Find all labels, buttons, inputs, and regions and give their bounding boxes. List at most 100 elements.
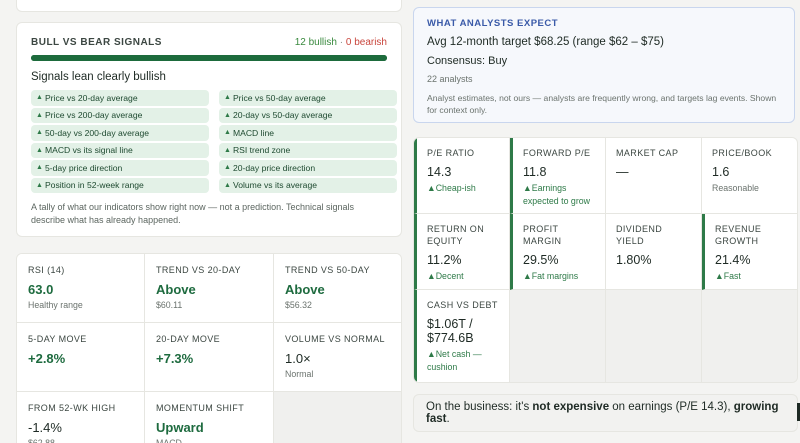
analyst-consensus: Consensus: Buy [427, 55, 508, 67]
signal-chip: ▲ MACD vs its signal line [31, 142, 209, 158]
metric-note: Reasonable [712, 183, 759, 193]
signal-chip: ▲ Volume vs its average [219, 177, 397, 193]
bullish-up-icon: ▲ [36, 181, 43, 189]
metric-label: 20-DAY MOVE [156, 334, 221, 344]
bullish-up-icon: ▲ [224, 181, 231, 189]
signal-chip: ▲ MACD line [219, 125, 397, 141]
signals-summary: Signals lean clearly bullish [31, 71, 166, 83]
metric-note: $62.88 [28, 438, 55, 443]
metric-value: 11.8 [523, 165, 547, 179]
technical-metric: TREND VS 20-DAY Above $60.11 [145, 254, 274, 323]
signal-label: 5-day price direction [44, 162, 123, 173]
metric-note: MACD [156, 438, 182, 443]
metric-label: FORWARD P/E [523, 148, 591, 158]
metric-note: ▲Earnings expected to grow [523, 183, 590, 206]
metric-label: P/E RATIO [427, 148, 475, 158]
signal-label: MACD line [232, 127, 275, 138]
bull-bear-signals-card: BULL VS BEAR SIGNALS 12 bullish · 0 bear… [16, 22, 402, 237]
analyst-target: Avg 12-month target $68.25 (range $62 – … [427, 36, 664, 48]
metric-note: ▲Fast [715, 271, 741, 281]
bullish-up-icon: ▲ [36, 129, 43, 137]
signal-label: Position in 52-week range [44, 180, 144, 191]
metric-market-cap: MARKET CAP — [606, 138, 702, 214]
bullish-up-icon: ▲ [224, 111, 231, 119]
signal-chip: ▲ 50-day vs 200-day average [31, 125, 209, 141]
bull-bear-header: BULL VS BEAR SIGNALS 12 bullish · 0 bear… [31, 37, 387, 48]
metric-label: REVENUE GROWTH [715, 224, 762, 246]
technical-metric: TREND VS 50-DAY Above $56.32 [274, 254, 401, 323]
metric-label: PROFIT MARGIN [523, 224, 562, 246]
metric-value: Above [285, 282, 325, 297]
signal-chip: ▲ RSI trend zone [219, 142, 397, 158]
metric-label: DIVIDEND YIELD [616, 224, 663, 246]
empty-cell [606, 290, 702, 382]
bull-bear-title: BULL VS BEAR SIGNALS [31, 37, 162, 48]
metric-revenue-growth: REVENUE GROWTH 21.4% ▲Fast [702, 214, 797, 290]
metric-label: TREND VS 50-DAY [285, 265, 370, 275]
metric-value: +2.8% [28, 351, 66, 366]
metric-value: Upward [156, 420, 204, 435]
metric-value: 1.0× [285, 351, 311, 366]
previous-card-stub [16, 0, 402, 12]
metric-return-on-equity: RETURN ON EQUITY 11.2% ▲Decent [414, 214, 510, 290]
metric-label: 5-DAY MOVE [28, 334, 87, 344]
scrollbar-thumb[interactable] [797, 403, 800, 421]
signal-label: 20-day price direction [232, 162, 316, 173]
bullish-ratio-fill [31, 55, 387, 61]
signal-list: ▲ Price vs 20-day average ▲ Price vs 50-day… [31, 90, 397, 193]
bullish-count: 12 bullish [294, 37, 337, 48]
signal-label: MACD vs its signal line [44, 145, 133, 156]
bullish-up-icon: ▲ [224, 129, 231, 137]
metric-profit-margin: PROFIT MARGIN 29.5% ▲Fat margins [510, 214, 606, 290]
metric-label: RSI (14) [28, 265, 65, 275]
count-separator: · [339, 37, 344, 48]
bullish-ratio-bar [31, 55, 387, 61]
metric-note: ▲Net cash — cushion [427, 349, 482, 372]
signal-chip: ▲ Price vs 200-day average [31, 107, 209, 123]
metric-value: $1.06T / $774.6B [427, 317, 474, 345]
bullish-up-icon: ▲ [224, 94, 231, 102]
metric-note: ▲Fat margins [523, 271, 579, 281]
metric-value: -1.4% [28, 420, 62, 435]
summary-emphasis-valuation: not expensive [532, 401, 610, 413]
signal-chip: ▲ 20-day price direction [219, 160, 397, 176]
metric-value: 11.2% [427, 253, 462, 267]
metric-cash-vs-debt: CASH VS DEBT $1.06T / $774.6B ▲Net cash … [414, 290, 510, 382]
signal-chip: ▲ Price vs 50-day average [219, 90, 397, 106]
empty-cell [274, 392, 401, 443]
metric-value: 63.0 [28, 282, 54, 297]
summary-prefix: On the business: it's [426, 401, 533, 413]
business-summary: On the business: it's not expensive on e… [413, 394, 798, 432]
bullish-up-icon: ▲ [224, 146, 231, 154]
bullish-up-icon: ▲ [224, 164, 231, 172]
metric-note: $56.32 [285, 300, 312, 310]
analyst-disclaimer: Analyst estimates, not ours — analysts a… [427, 93, 777, 115]
metric-note: ▲Cheap-ish [427, 183, 476, 193]
technical-metric: VOLUME VS NORMAL 1.0× Normal [274, 323, 401, 392]
summary-emphasis-growth: growing fast [426, 401, 779, 425]
metric-note: Normal [285, 369, 314, 379]
metric-note: ▲Decent [427, 271, 464, 281]
bearish-count: 0 bearish [345, 37, 387, 48]
technical-metric: 20-DAY MOVE +7.3% [145, 323, 274, 392]
metric-value: 14.3 [427, 165, 452, 179]
metric-label: MARKET CAP [616, 148, 679, 158]
fundamentals-grid: P/E RATIO 14.3 ▲Cheap-ish FORWARD P/E 11… [413, 137, 798, 383]
metric-value: +7.3% [156, 351, 194, 366]
technical-metric: RSI (14) 63.0 Healthy range [17, 254, 145, 323]
empty-cell [702, 290, 797, 382]
signal-chip: ▲ 20-day vs 50-day average [219, 107, 397, 123]
signal-chip: ▲ 5-day price direction [31, 160, 209, 176]
bull-bear-count: 12 bullish · 0 bearish [295, 37, 387, 48]
metric-label: CASH VS DEBT [427, 300, 498, 310]
signals-footnote: A tally of what our indicators show righ… [31, 202, 355, 225]
metric-label: PRICE/BOOK [712, 148, 773, 158]
metric-value: Above [156, 282, 196, 297]
bullish-up-icon: ▲ [36, 94, 43, 102]
metric-value: 21.4% [715, 253, 751, 267]
signal-label: Volume vs its average [232, 180, 318, 191]
signal-chip: ▲ Price vs 20-day average [31, 90, 209, 106]
metric-label: FROM 52-WK HIGH [28, 403, 116, 413]
analyst-count: 22 analysts [427, 74, 473, 84]
bullish-up-icon: ▲ [36, 146, 43, 154]
